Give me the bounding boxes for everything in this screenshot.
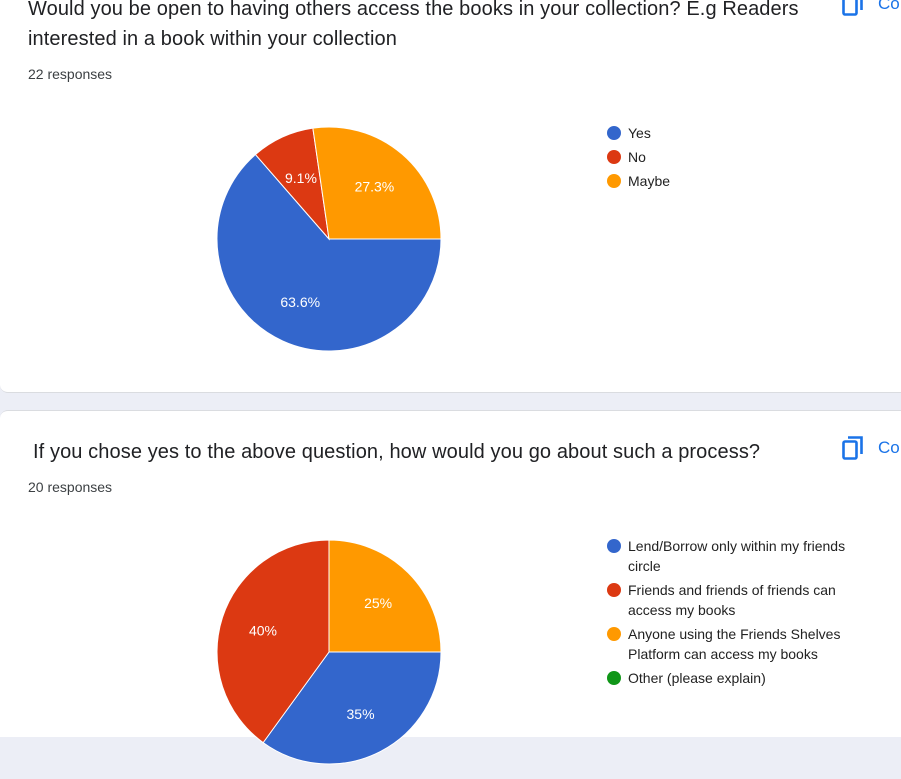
legend-dot-icon	[607, 627, 621, 641]
legend-label: Friends and friends of friends can acces…	[628, 582, 836, 618]
copy-chart-button[interactable]: Co	[842, 0, 900, 16]
slice-label: 9.1%	[285, 170, 317, 186]
legend-item: Lend/Borrow only within my friends circl…	[607, 536, 877, 576]
chart-legend: Lend/Borrow only within my friends circl…	[607, 536, 877, 692]
legend-item: Yes	[607, 123, 877, 143]
pie-slice[interactable]	[312, 126, 442, 240]
legend-dot-icon	[607, 174, 621, 188]
pie-slice[interactable]	[216, 153, 442, 352]
legend-dot-icon	[607, 583, 621, 597]
slice-label: 35%	[347, 706, 375, 722]
pie-chart: 63.6% 9.1% 27.3%	[216, 126, 442, 352]
legend-dot-icon	[607, 671, 621, 685]
legend-item: Other (please explain)	[607, 668, 877, 688]
pie-slice[interactable]	[216, 539, 330, 744]
copy-chart-button[interactable]: Co	[842, 436, 900, 460]
slice-label: 40%	[249, 623, 277, 639]
legend-item: Maybe	[607, 171, 877, 191]
pie-chart: 35% 40% 25%	[216, 539, 442, 765]
pie-slice[interactable]	[328, 539, 442, 653]
legend-item: No	[607, 147, 877, 167]
slice-label: 27.3%	[355, 178, 395, 194]
legend-item: Anyone using the Friends Shelves Platfor…	[607, 624, 877, 664]
question-title: Would you be open to having others acces…	[28, 0, 799, 50]
legend-label: Other (please explain)	[628, 670, 766, 686]
copy-label: Co	[878, 0, 900, 13]
legend-label: No	[628, 149, 646, 165]
legend-label: Anyone using the Friends Shelves Platfor…	[628, 626, 841, 662]
copy-icon	[842, 0, 863, 16]
legend-dot-icon	[607, 150, 621, 164]
slice-label: 63.6%	[280, 294, 320, 310]
copy-label: Co	[878, 438, 900, 457]
question-card-2: If you chose yes to the above question, …	[0, 410, 901, 765]
legend-item: Friends and friends of friends can acces…	[607, 580, 877, 620]
response-count: 22 responses	[28, 66, 113, 82]
slice-label: 25%	[364, 595, 392, 611]
legend-label: Maybe	[628, 173, 671, 189]
legend-label: Yes	[628, 125, 651, 141]
question-title: If you chose yes to the above question, …	[33, 441, 761, 463]
legend-dot-icon	[607, 126, 621, 140]
legend-dot-icon	[607, 539, 621, 553]
copy-icon	[842, 436, 863, 460]
legend-label: Lend/Borrow only within my friends circl…	[628, 538, 846, 574]
question-card-1: Would you be open to having others acces…	[0, 0, 901, 393]
response-count: 20 responses	[28, 479, 113, 495]
chart-legend: Yes No Maybe	[607, 123, 877, 195]
